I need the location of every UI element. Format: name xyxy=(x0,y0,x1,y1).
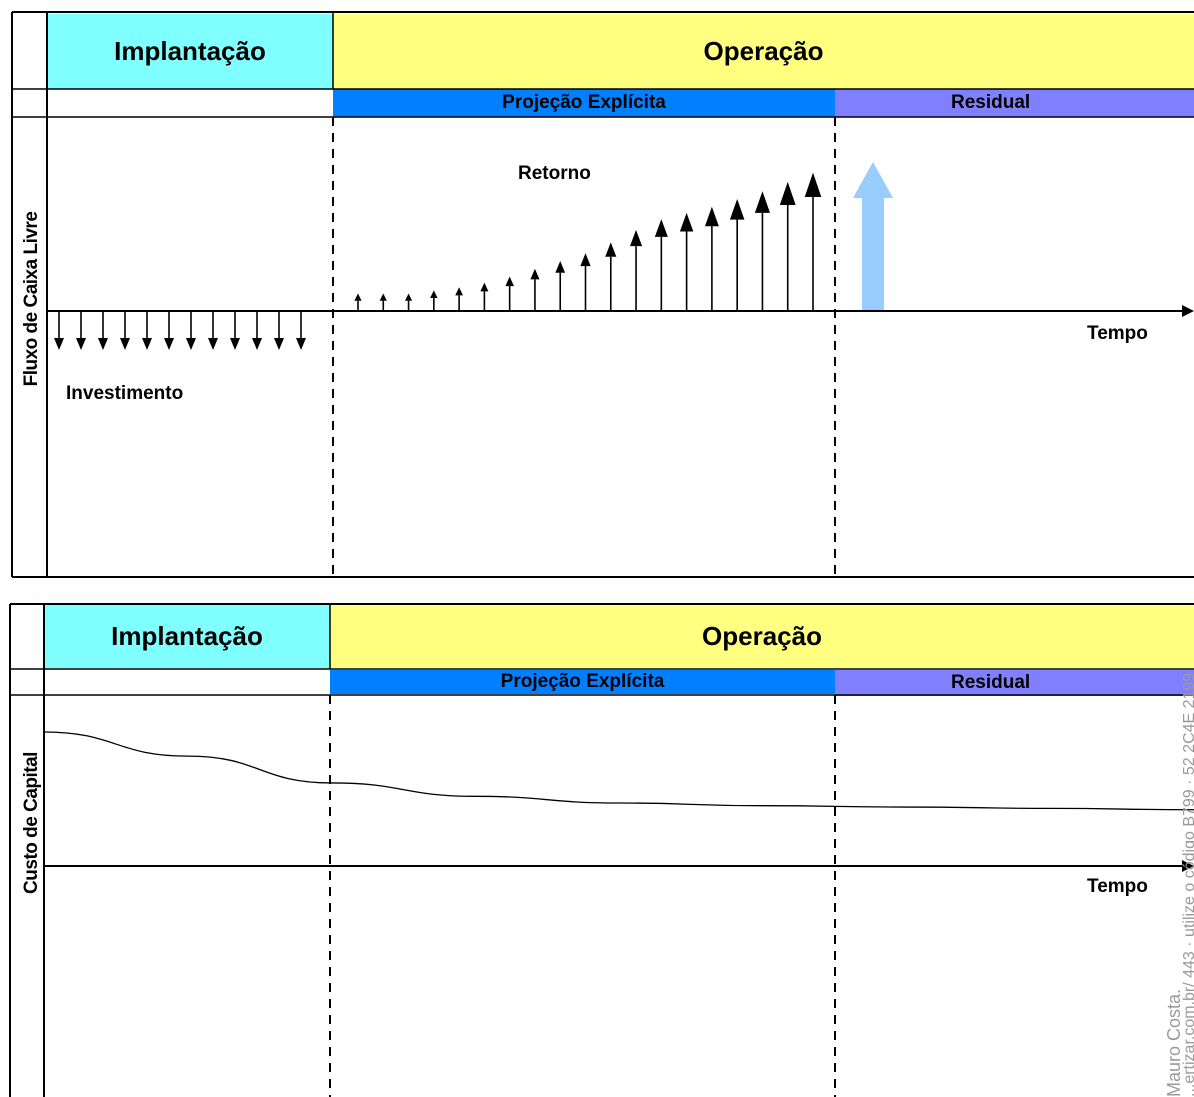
return-arrow-head xyxy=(404,293,413,301)
investment-arrow-head xyxy=(76,338,86,350)
investment-arrow-head xyxy=(274,338,284,350)
investment-arrow-head xyxy=(296,338,306,350)
watermark-text-2: ...ertizar.com.br/ 443 · utilize o códig… xyxy=(1181,673,1194,1097)
terminal-value-arrow-shaft xyxy=(862,196,884,310)
return-arrow-head xyxy=(555,260,566,273)
return-arrow-head xyxy=(455,287,463,296)
return-arrow-head xyxy=(430,290,438,299)
bottom-sub-projecao: Projeção Explícita xyxy=(330,670,835,694)
return-arrows-group xyxy=(354,172,822,311)
bottom-label-tempo: Tempo xyxy=(1087,876,1148,897)
return-arrow-head xyxy=(679,212,694,232)
top-label-tempo: Tempo xyxy=(1087,323,1148,344)
top-label-retorno: Retorno xyxy=(518,163,591,184)
terminal-value-arrow-head xyxy=(853,162,893,198)
return-arrow-head xyxy=(379,293,387,301)
investment-arrow-head xyxy=(98,338,108,350)
bottom-phase-implantacao: Implantação xyxy=(44,604,330,668)
return-arrow-head xyxy=(605,242,617,257)
return-arrow-head xyxy=(530,268,540,280)
return-arrow-head xyxy=(629,229,643,247)
return-arrow-head xyxy=(704,206,719,227)
return-arrow-head xyxy=(354,293,362,301)
investment-arrow-head xyxy=(120,338,130,350)
investment-arrow-head xyxy=(252,338,262,350)
investment-arrow-head xyxy=(164,338,174,350)
investment-arrow-head xyxy=(208,338,218,350)
bottom-phase-operacao: Operação xyxy=(330,604,1194,668)
investment-arrow-head xyxy=(142,338,152,350)
return-arrow-head xyxy=(580,253,591,267)
bottom-sub-residual: Residual xyxy=(835,670,1194,696)
return-arrow-head xyxy=(754,191,771,213)
cost-of-capital-curve xyxy=(43,731,1194,811)
return-arrow-head xyxy=(729,198,745,220)
top-sub-residual: Residual xyxy=(835,89,1194,117)
bottom-time-axis-arrowhead xyxy=(1182,860,1194,872)
investment-arrow-head xyxy=(230,338,240,350)
top-sub-projecao: Projeção Explícita xyxy=(333,89,835,117)
return-arrow-head xyxy=(779,181,796,205)
return-arrow-head xyxy=(654,219,668,237)
top-phase-operacao: Operação xyxy=(333,14,1194,89)
watermark-line-2: ...ertizar.com.br/ 443 · utilize o códig… xyxy=(1181,672,1194,1097)
return-arrow-head xyxy=(505,276,514,287)
return-arrow-head xyxy=(480,282,489,292)
investment-arrow-head xyxy=(54,338,64,350)
top-time-axis-arrowhead xyxy=(1182,305,1194,317)
investment-arrows-group xyxy=(54,311,306,350)
top-label-investimento: Investimento xyxy=(66,383,184,404)
investment-arrow-head xyxy=(186,338,196,350)
return-arrow-head xyxy=(804,172,822,197)
top-phase-implantacao: Implantação xyxy=(47,14,333,89)
